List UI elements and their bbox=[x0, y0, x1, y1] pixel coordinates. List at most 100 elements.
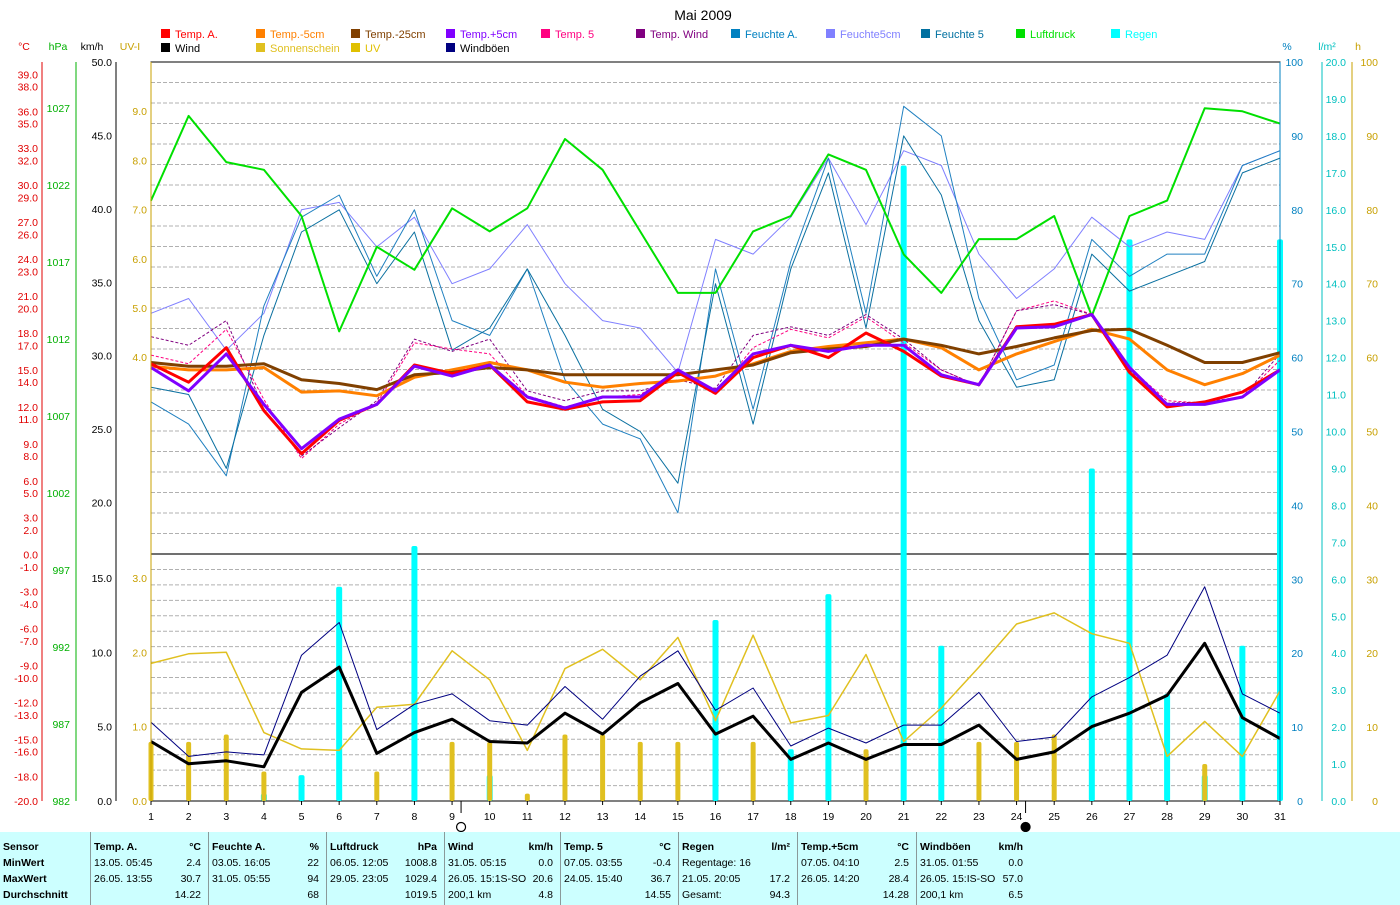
tick-label-temp: 23.0 bbox=[18, 266, 39, 278]
stats-timestamp: 13.05. 05:45 bbox=[94, 857, 153, 869]
stats-value: 94 bbox=[307, 873, 319, 885]
series-line-temp-5 bbox=[150, 300, 1281, 460]
stats-header: Feuchte A.% bbox=[212, 841, 323, 855]
stats-timestamp: 26.05. 14:20 bbox=[801, 873, 860, 885]
tick-label-rain: 3.0 bbox=[1331, 685, 1346, 697]
bar-sonnenschein-23 bbox=[976, 741, 982, 801]
x-tick-label: 18 bbox=[785, 811, 797, 823]
stats-row: 29.05. 23:05 1029.4 bbox=[330, 873, 441, 887]
legend-swatch-regen bbox=[1111, 29, 1120, 38]
tick-label-rain: 15.0 bbox=[1326, 242, 1347, 254]
stats-unit: hPa bbox=[417, 841, 437, 853]
stats-header: Regen l/m² bbox=[682, 841, 794, 855]
stats-timestamp: 26.05. 15:1S-SO bbox=[448, 873, 527, 885]
stats-timestamp: 21.05. 20:05 bbox=[682, 873, 741, 885]
legend-label: Feuchte 5 bbox=[935, 29, 984, 41]
x-tick-label: 2 bbox=[186, 811, 192, 823]
stats-row: 200,1 km 6.5 bbox=[920, 889, 1027, 903]
tick-label-uv_upper: 8.0 bbox=[132, 155, 147, 167]
stats-header: Temp. 5 °C bbox=[564, 841, 675, 855]
stats-row: 21.05. 20:05 17.2 bbox=[682, 873, 794, 887]
stats-row: 26.05. 13:55 30.7 bbox=[94, 873, 205, 887]
legend-swatch-feuchte5cm bbox=[826, 29, 835, 38]
legend-label: Feuchte A. bbox=[745, 29, 798, 41]
stats-unit: °C bbox=[659, 841, 671, 853]
stats-row: 26.05. 15:IS-SO 57.0 bbox=[920, 873, 1027, 887]
tick-label-temp: 2.0 bbox=[23, 525, 38, 537]
stats-value: 0.0 bbox=[1008, 857, 1023, 869]
x-tick-label: 20 bbox=[860, 811, 872, 823]
legend-swatch-wind bbox=[161, 43, 170, 52]
legend-label: Regen bbox=[1125, 29, 1157, 41]
legend-swatch-feuchte-a- bbox=[731, 29, 740, 38]
tick-label-temp: -10.0 bbox=[14, 673, 38, 685]
tick-label-temp: -3.0 bbox=[20, 587, 38, 599]
legend-label: Temp. A. bbox=[175, 29, 218, 41]
tick-label-sun: 90 bbox=[1366, 131, 1378, 143]
stats-row: 31.05. 05:15 0.0 bbox=[448, 857, 557, 871]
stats-column: Feuchte A.% 03.05. 16:05 22 31.05. 05:55 94 6… bbox=[208, 832, 327, 905]
axis-unit-label: hPa bbox=[49, 41, 68, 53]
x-tick-label: 16 bbox=[710, 811, 722, 823]
tick-label-wind_lower: 5.0 bbox=[97, 722, 112, 734]
tick-label-humidity: 50 bbox=[1291, 427, 1303, 439]
tick-label-wind_upper: 35.0 bbox=[92, 277, 113, 289]
tick-label-temp: -6.0 bbox=[20, 624, 38, 636]
tick-label-wind_lower: 15.0 bbox=[92, 573, 113, 585]
legend-swatch-temp-5cm bbox=[446, 29, 455, 38]
legend-swatch-luftdruck bbox=[1016, 29, 1025, 38]
stats-row: 26.05. 15:1S-SO 20.6 bbox=[448, 873, 557, 887]
legend-label: Wind bbox=[175, 43, 200, 55]
stats-unit: °C bbox=[897, 841, 909, 853]
tick-label-rain: 19.0 bbox=[1326, 94, 1347, 106]
x-tick-label: 3 bbox=[223, 811, 229, 823]
stats-row: 14.28 bbox=[801, 889, 913, 903]
stats-header: Luftdruck hPa bbox=[330, 841, 441, 855]
x-tick-label: 17 bbox=[747, 811, 759, 823]
tick-label-pressure: 997 bbox=[52, 565, 70, 577]
axis-unit-label: °C bbox=[18, 41, 30, 53]
bar-regen-5 bbox=[298, 775, 305, 801]
tick-label-uv_upper: 6.0 bbox=[132, 254, 147, 266]
stats-value: 14.22 bbox=[174, 889, 201, 901]
stats-timestamp: 26.05. 13:55 bbox=[94, 873, 153, 885]
stats-value: 22 bbox=[307, 857, 319, 869]
x-tick-label: 26 bbox=[1086, 811, 1098, 823]
x-tick-label: 9 bbox=[449, 811, 455, 823]
series-line-windb-en bbox=[150, 586, 1281, 757]
x-tick-label: 10 bbox=[484, 811, 496, 823]
axis-unit-label: l/m² bbox=[1318, 41, 1336, 53]
tick-label-temp: -4.0 bbox=[20, 599, 38, 611]
bar-regen-30 bbox=[1239, 645, 1246, 801]
tick-label-pressure: 1017 bbox=[47, 257, 71, 269]
tick-label-sun: 10 bbox=[1366, 722, 1378, 734]
legend-label: Temp. 5 bbox=[555, 29, 594, 41]
tick-label-temp: -9.0 bbox=[20, 661, 38, 673]
stats-value: 14.28 bbox=[882, 889, 909, 901]
legend-label: Feuchte5cm bbox=[840, 29, 901, 41]
stats-row: 06.05. 12:05 1008.8 bbox=[330, 857, 441, 871]
legend: Temp. A. Temp.-5cm Temp.-25cm Temp.+5cm Temp… bbox=[161, 29, 1157, 55]
stats-column: Regen l/m² Regentage: 16 21.05. 20:05 17.2 Ge… bbox=[678, 832, 798, 905]
tick-label-uv_upper: 7.0 bbox=[132, 205, 147, 217]
tick-label-humidity: 80 bbox=[1291, 205, 1303, 217]
x-tick-label: 24 bbox=[1011, 811, 1023, 823]
legend-swatch-temp-a- bbox=[161, 29, 170, 38]
legend-label: Temp. Wind bbox=[650, 29, 708, 41]
stats-timestamp: 07.05. 04:10 bbox=[801, 857, 860, 869]
tick-label-pressure: 1002 bbox=[47, 488, 71, 500]
stats-row: 03.05. 16:05 22 bbox=[212, 857, 323, 871]
stats-column: Windböen km/h 31.05. 01:55 0.0 26.05. 15:IS-… bbox=[916, 832, 1031, 905]
tick-label-pressure: 992 bbox=[52, 642, 70, 654]
tick-label-humidity: 20 bbox=[1291, 648, 1303, 660]
tick-label-sun: 30 bbox=[1366, 574, 1378, 586]
x-tick-label: 4 bbox=[261, 811, 267, 823]
tick-label-uv_upper: 4.0 bbox=[132, 352, 147, 364]
tick-label-sun: 50 bbox=[1366, 427, 1378, 439]
tick-label-uv_upper: 5.0 bbox=[132, 303, 147, 315]
tick-label-temp: 38.0 bbox=[18, 82, 39, 94]
stats-value: -0.4 bbox=[652, 857, 671, 869]
stats-header: Temp.+5cm °C bbox=[801, 841, 913, 855]
tick-label-rain: 2.0 bbox=[1331, 722, 1346, 734]
tick-label-temp: 8.0 bbox=[23, 451, 38, 463]
